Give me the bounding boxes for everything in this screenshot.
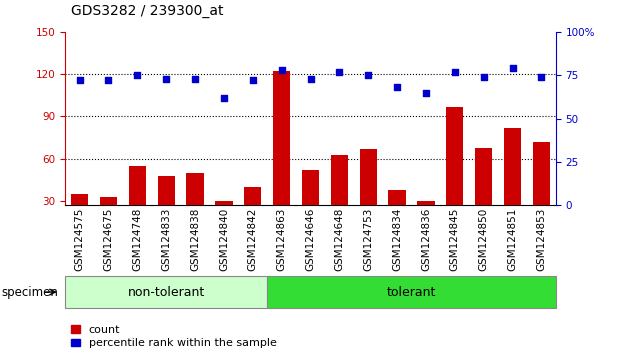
Point [363, 73, 373, 78]
Point [334, 69, 344, 75]
Bar [302, 170, 319, 244]
Bar [186, 173, 204, 244]
Text: tolerant: tolerant [387, 286, 436, 298]
Bar [417, 201, 435, 244]
Bar [446, 107, 463, 244]
Point [219, 95, 229, 101]
Point [450, 69, 460, 75]
Point [248, 78, 258, 83]
Text: GDS3282 / 239300_at: GDS3282 / 239300_at [71, 4, 224, 18]
Point [306, 76, 315, 81]
Bar [244, 187, 261, 244]
Bar [331, 155, 348, 244]
Point [190, 76, 200, 81]
Bar [504, 128, 521, 244]
Point [277, 67, 287, 73]
Bar [215, 201, 233, 244]
Point [104, 78, 114, 83]
Point [161, 76, 171, 81]
Legend: count, percentile rank within the sample: count, percentile rank within the sample [71, 325, 276, 348]
FancyBboxPatch shape [267, 276, 556, 308]
Bar [71, 194, 88, 244]
Bar [360, 149, 377, 244]
Point [507, 65, 517, 71]
Bar [158, 176, 175, 244]
Point [421, 90, 431, 96]
Bar [475, 148, 492, 244]
Point [392, 85, 402, 90]
Point [479, 74, 489, 80]
Bar [533, 142, 550, 244]
Point [132, 73, 142, 78]
Bar [273, 72, 290, 244]
Bar [388, 190, 406, 244]
Bar [129, 166, 146, 244]
Point [75, 78, 84, 83]
Text: non-tolerant: non-tolerant [127, 286, 205, 298]
Text: specimen: specimen [1, 286, 58, 298]
FancyBboxPatch shape [65, 276, 267, 308]
Point [537, 74, 546, 80]
Bar [100, 197, 117, 244]
